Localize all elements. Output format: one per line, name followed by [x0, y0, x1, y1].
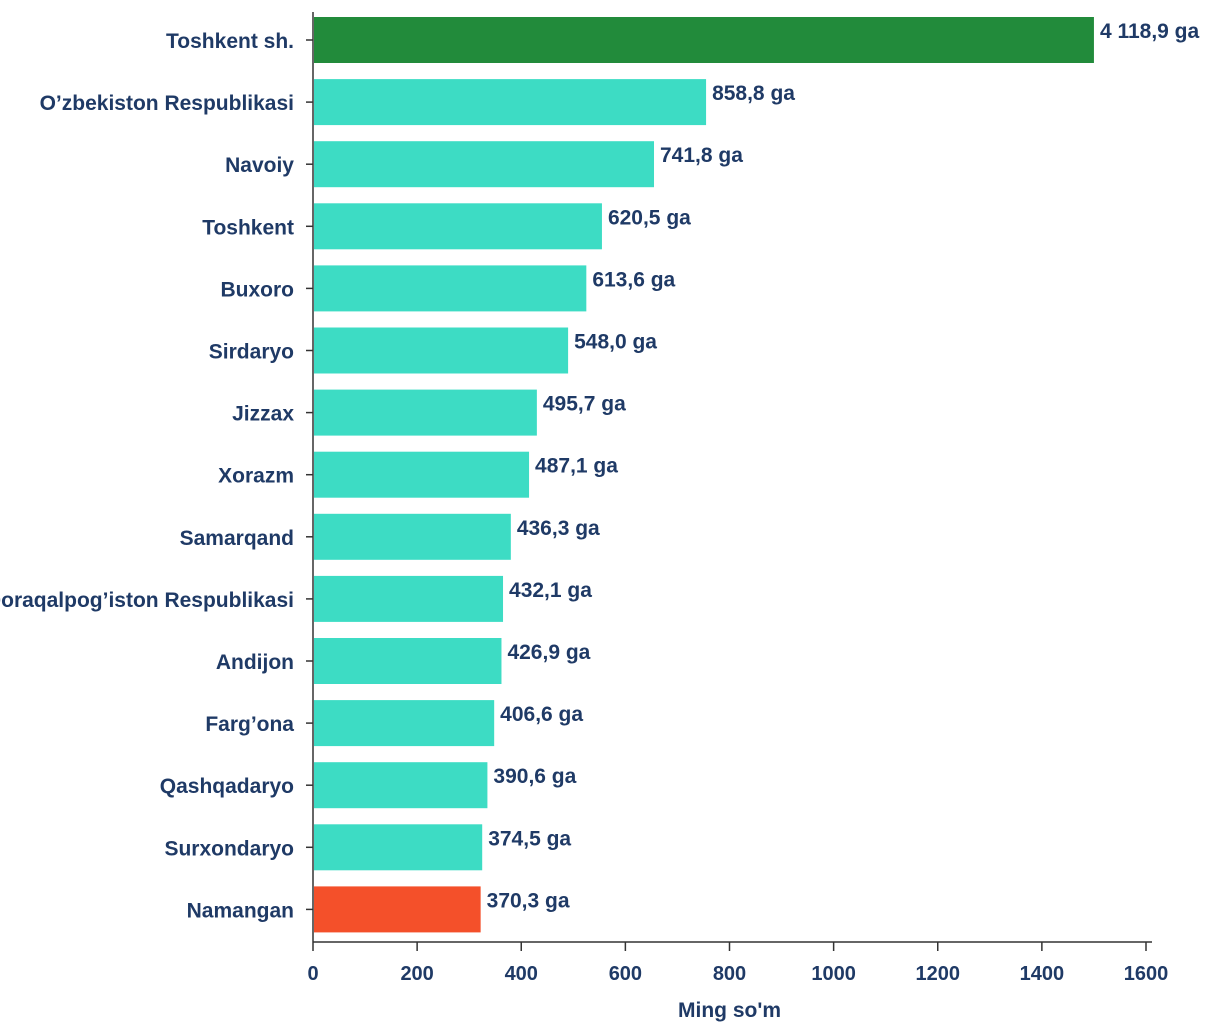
x-tick-label: 800	[713, 963, 746, 985]
y-axis: Toshkent sh. O’zbekiston Respublikasi Navo…	[0, 12, 314, 942]
value-label: 406,6 ga	[500, 703, 583, 726]
bar	[314, 451, 530, 498]
x-tick-label: 1600	[1124, 963, 1169, 985]
bars-group: 4 118,9 ga 858,8 ga 741,8 ga 620,5 ga 613,6 …	[314, 17, 1200, 933]
bar	[314, 141, 655, 188]
x-tick-label: 1200	[916, 963, 961, 985]
category-label: Buxoro	[221, 278, 295, 301]
bar	[314, 575, 504, 622]
category-label: Toshkent sh.	[166, 30, 294, 53]
bar	[314, 824, 483, 871]
bar	[314, 638, 502, 684]
value-label: 613,6 ga	[592, 268, 675, 291]
category-label: Surxondaryo	[164, 837, 294, 860]
value-label: 390,6 ga	[493, 765, 576, 788]
bar	[314, 513, 511, 560]
value-label: 432,1 ga	[509, 579, 592, 602]
category-label: O’zbekiston Respublikasi	[40, 92, 294, 115]
x-tick-label: 200	[400, 963, 433, 985]
category-label: Xorazm	[218, 465, 294, 488]
bar	[314, 79, 707, 126]
bar	[314, 886, 481, 933]
category-label: Toshkent	[202, 216, 294, 239]
value-label: 858,8 ga	[712, 82, 795, 105]
category-label: Sirdaryo	[209, 341, 294, 364]
category-label: Samarqand	[180, 527, 294, 550]
value-label: 741,8 ga	[660, 144, 743, 167]
bar	[314, 265, 587, 312]
value-label: 426,9 ga	[507, 641, 590, 664]
bar	[314, 17, 1094, 63]
bar	[314, 389, 537, 436]
value-label: 436,3 ga	[517, 517, 600, 540]
category-label: Andijon	[216, 651, 294, 674]
value-label: 487,1 ga	[535, 455, 618, 478]
value-label: 4 118,9 ga	[1100, 20, 1200, 43]
x-axis: 0 200 400 600 800 1000 1200 1400 1600	[307, 941, 1169, 985]
x-axis-title: Ming so'm	[678, 999, 781, 1022]
category-label: Jizzax	[232, 403, 294, 426]
category-label: Qoraqalpog’iston Respublikasi	[0, 589, 294, 612]
category-label: Namangan	[187, 899, 294, 922]
bar	[314, 203, 602, 250]
bar	[314, 762, 488, 809]
bar	[314, 327, 569, 374]
value-label: 495,7 ga	[543, 393, 626, 416]
category-label: Farg’ona	[205, 713, 294, 736]
value-label: 548,0 ga	[574, 331, 657, 354]
x-tick-label: 1400	[1020, 963, 1065, 985]
bar	[314, 700, 495, 747]
x-tick-label: 0	[307, 963, 318, 985]
category-label: Navoiy	[225, 154, 294, 177]
category-label: Qashqadaryo	[160, 775, 294, 798]
value-label: 370,3 ga	[487, 889, 570, 912]
value-label: 620,5 ga	[608, 206, 691, 229]
x-tick-label: 600	[609, 963, 642, 985]
x-tick-label: 1000	[811, 963, 856, 985]
x-tick-label: 400	[505, 963, 538, 985]
value-label: 374,5 ga	[488, 827, 571, 850]
